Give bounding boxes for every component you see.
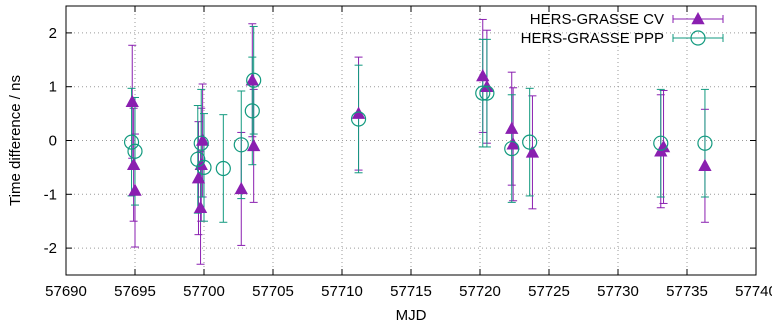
cv-triangle-point: [128, 183, 142, 196]
ppp-circle-point: [504, 140, 520, 157]
cv-triangle-point: [193, 200, 208, 213]
cv-triangle-point: [234, 181, 248, 195]
legend-label: HERS-GRASSE CV: [530, 11, 664, 28]
error-bars: [127, 18, 709, 265]
x-tick-label: 57695: [114, 283, 156, 300]
cv-triangle-point: [191, 171, 206, 184]
x-tick-label: 57720: [459, 283, 501, 300]
x-tick-label: 57700: [183, 283, 225, 300]
cv-triangle-point: [505, 121, 519, 134]
ppp-circle-point: [233, 137, 249, 153]
ppp-circle-point: [522, 134, 538, 150]
legend-circle-marker: [690, 30, 706, 46]
cv-triangle-point: [195, 133, 210, 146]
ppp-circle-point: [697, 135, 713, 151]
ppp-circle-point: [196, 159, 212, 175]
cv-triangle-point: [245, 73, 259, 86]
axis-ticks: 57690 57695 57700 57705 57710 57715 57720 57725…: [44, 6, 772, 300]
cv-triangle-point: [351, 106, 366, 119]
ppp-circle-point: [190, 151, 206, 167]
cv-triangle-point: [125, 94, 139, 108]
cv-triangle-point: [506, 137, 520, 150]
ppp-circle-point: [193, 135, 209, 151]
y-tick-label: -2: [44, 240, 57, 257]
ppp-circle-point: [246, 72, 262, 88]
cv-triangle-point: [698, 158, 712, 172]
x-tick-label: 57715: [390, 283, 432, 300]
ppp-circle-point: [479, 85, 495, 101]
cv-triangle-point: [525, 145, 540, 158]
x-tick-label: 57725: [528, 283, 570, 300]
legend-triangle-marker: [691, 12, 705, 25]
ppp-circle-point: [123, 134, 140, 150]
x-tick-label: 57735: [666, 283, 708, 300]
cv-triangle-point: [656, 139, 671, 153]
cv-triangle-point: [476, 68, 490, 82]
x-tick-label: 57730: [597, 283, 639, 300]
ppp-circle-point: [350, 111, 367, 127]
ppp-circle-point: [244, 103, 260, 119]
legend-label: HERS-GRASSE PPP: [521, 30, 664, 47]
ppp-circle-point: [127, 143, 143, 159]
x-axis-label: MJD: [396, 307, 427, 324]
cv-triangle-point: [126, 157, 141, 170]
x-tick-label: 57705: [252, 283, 294, 300]
cv-triangle-point: [247, 138, 261, 152]
ppp-circle-point: [215, 160, 231, 177]
x-tick-label: 57690: [45, 283, 87, 300]
y-tick-label: -1: [44, 186, 57, 203]
grid: [66, 6, 756, 275]
x-tick-label: 57740: [735, 283, 772, 300]
y-tick-label: 2: [49, 25, 57, 42]
y-axis-label: Time difference / ns: [7, 75, 24, 206]
legend: HERS-GRASSE CV HERS-GRASSE PPP: [521, 11, 724, 47]
y-tick-label: 1: [49, 79, 57, 96]
data-markers: [123, 68, 713, 213]
y-tick-label: 0: [49, 133, 57, 150]
x-tick-label: 57710: [321, 283, 363, 300]
ppp-circle-point: [475, 85, 491, 101]
ppp-circle-point: [653, 135, 669, 151]
